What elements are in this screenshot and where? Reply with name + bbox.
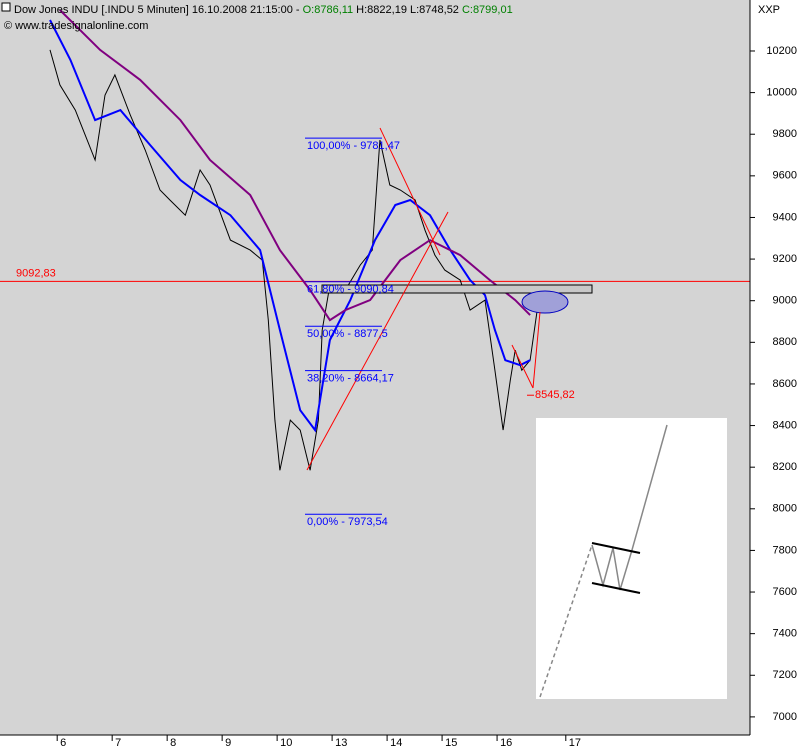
trend-line	[511, 344, 534, 389]
plot	[0, 9, 750, 471]
target-ellipse	[521, 290, 569, 314]
fib-label: 61,80% - 9090,84	[307, 284, 394, 296]
y-tick-label: 10200	[766, 45, 797, 57]
trend-line	[379, 127, 441, 256]
menu-icon[interactable]	[1, 2, 11, 12]
header-title: Dow Jones INDU [.INDU 5 Minuten] 16.10.2…	[14, 4, 303, 16]
fib-label: 50,00% - 8877,5	[307, 328, 388, 340]
series-line	[59, 9, 531, 322]
watermark: © www.tradesignalonline.com	[4, 20, 148, 32]
x-tick-label: 17	[569, 737, 581, 749]
x-tick-label: 16	[500, 737, 512, 749]
x-axis-area	[0, 735, 800, 750]
zone-box	[321, 284, 593, 294]
header: Dow Jones INDU [.INDU 5 Minuten] 16.10.2…	[14, 4, 513, 16]
x-tick-label: 8	[170, 737, 176, 749]
x-tick-label: 9	[225, 737, 231, 749]
y-tick-label: 7200	[773, 669, 797, 681]
x-tick-label: 7	[115, 737, 121, 749]
y-tick-label: 10000	[766, 87, 797, 99]
trend-line	[306, 211, 449, 471]
fib-label: 38,20% - 8664,17	[307, 372, 394, 384]
y-tick-label: 9400	[773, 211, 797, 223]
y-axis-area	[750, 0, 800, 750]
fib-label: 0,00% - 7973,54	[307, 516, 388, 528]
y-tick-label: 8000	[773, 503, 797, 515]
y-tick-label: 8200	[773, 461, 797, 473]
fib-label: 100,00% - 9781,47	[307, 140, 400, 152]
y-tick-label: 9200	[773, 253, 797, 265]
y-tick-label: 8400	[773, 419, 797, 431]
inset-panel	[536, 418, 727, 699]
y-tick-label: 9600	[773, 170, 797, 182]
header-close: C:8799,01	[462, 4, 513, 16]
y-tick-label: 8600	[773, 378, 797, 390]
y-tick-label: 7600	[773, 586, 797, 598]
x-tick-label: 15	[445, 737, 457, 749]
x-tick-label: 6	[60, 737, 66, 749]
channel-line	[591, 582, 641, 594]
corner-label: XXP	[758, 4, 780, 16]
x-tick-label: 10	[280, 737, 292, 749]
y-tick-label: 8800	[773, 336, 797, 348]
y-tick-label: 9800	[773, 128, 797, 140]
y-tick-label: 9000	[773, 295, 797, 307]
target-label: 8545,82	[535, 389, 575, 401]
x-tick-label: 14	[390, 737, 402, 749]
level-label: 9092,83	[16, 267, 56, 279]
y-tick-label: 7000	[773, 711, 797, 723]
header-highlow: H:8822,19 L:8748,52	[356, 4, 459, 16]
y-tick-label: 7400	[773, 628, 797, 640]
w-pattern	[539, 424, 668, 698]
x-tick-label: 13	[335, 737, 347, 749]
header-open: O:8786,11	[303, 4, 354, 16]
channel-line	[591, 542, 641, 554]
trend-line	[532, 311, 541, 389]
series-line	[49, 49, 538, 471]
series-line	[49, 19, 531, 433]
y-tick-label: 7800	[773, 544, 797, 556]
